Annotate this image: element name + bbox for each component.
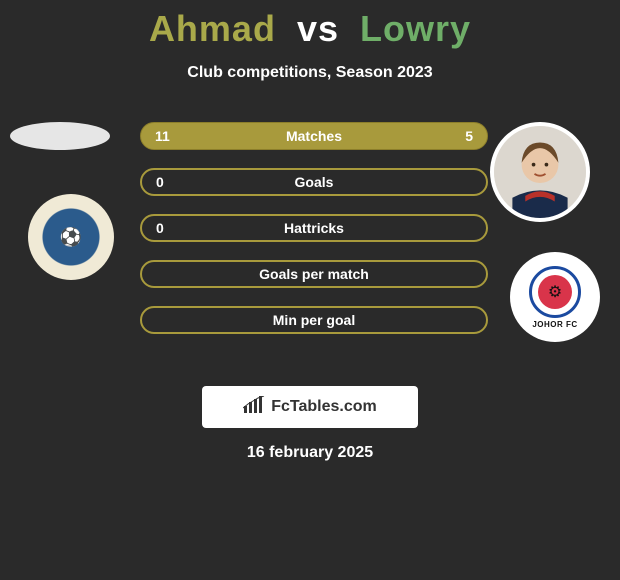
stat-row-min-per-goal: Min per goal <box>140 306 488 334</box>
club-badge-ring-icon: ⚙ <box>529 266 581 318</box>
soccer-emblem-icon: ⚽ <box>40 206 102 268</box>
brand-attribution: FcTables.com <box>202 386 418 428</box>
stat-row-goals: 0 Goals <box>140 168 488 196</box>
vs-separator: vs <box>297 8 339 49</box>
player1-avatar <box>10 122 110 150</box>
soccerball-icon: ⚽ <box>60 227 82 248</box>
stat-label: Hattricks <box>284 220 344 236</box>
subtitle: Club competitions, Season 2023 <box>0 64 620 82</box>
club-name-label: JOHOR FC <box>532 320 577 329</box>
stat-label: Goals per match <box>259 266 369 282</box>
stat-label: Min per goal <box>273 312 355 328</box>
stat-row-goals-per-match: Goals per match <box>140 260 488 288</box>
bar-chart-icon <box>243 396 265 419</box>
stats-column: 11 Matches 5 0 Goals 0 Hattricks Goals p… <box>140 122 488 352</box>
snapshot-date: 16 february 2025 <box>0 444 620 462</box>
comparison-title: Ahmad vs Lowry <box>0 0 620 50</box>
gear-icon: ⚙ <box>538 275 572 309</box>
player2-name: Lowry <box>360 8 471 49</box>
player1-club-badge: ⚽ <box>28 194 114 280</box>
stat-left-value: 0 <box>156 220 164 236</box>
player2-club-badge: ⚙ JOHOR FC <box>510 252 600 342</box>
stat-right-value: 5 <box>465 128 473 144</box>
player2-avatar <box>490 122 590 222</box>
brand-text: FcTables.com <box>271 398 377 416</box>
stat-label: Matches <box>286 128 342 144</box>
stat-left-value: 11 <box>155 128 170 144</box>
stat-left-value: 0 <box>156 174 164 190</box>
stat-label: Goals <box>295 174 334 190</box>
stat-row-hattricks: 0 Hattricks <box>140 214 488 242</box>
stat-row-matches: 11 Matches 5 <box>140 122 488 150</box>
player1-name: Ahmad <box>149 8 276 49</box>
comparison-arena: ⚽ 11 Matches 5 0 Goals 0 Hattricks Goals… <box>0 122 620 372</box>
portrait-placeholder-icon <box>494 126 586 218</box>
